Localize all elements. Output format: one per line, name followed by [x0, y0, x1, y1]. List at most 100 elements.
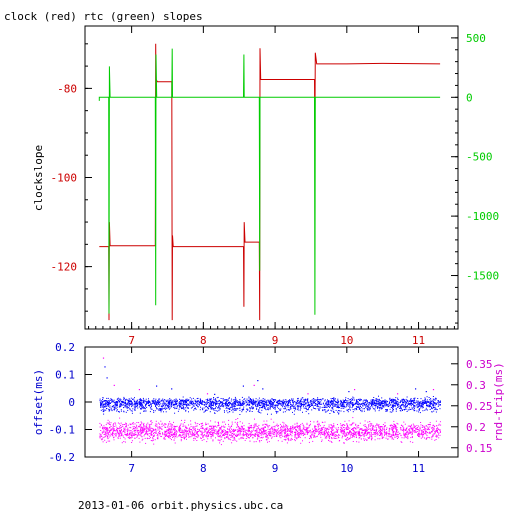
scatter-point	[306, 409, 308, 410]
scatter-point	[333, 425, 335, 426]
scatter-point	[395, 434, 396, 436]
scatter-point	[152, 428, 154, 430]
scatter-point	[318, 432, 320, 434]
scatter-point	[429, 432, 431, 434]
scatter-point	[295, 430, 297, 432]
scatter-point	[333, 404, 335, 406]
scatter-point	[174, 400, 176, 402]
scatter-point	[371, 405, 372, 406]
scatter-point	[293, 407, 295, 409]
scatter-point	[239, 400, 241, 402]
scatter-point	[266, 420, 268, 422]
scatter-point	[212, 408, 214, 409]
scatter-point	[255, 434, 257, 436]
scatter-point	[102, 405, 104, 407]
scatter-point	[133, 435, 135, 436]
scatter-point	[289, 430, 291, 432]
scatter-point	[107, 405, 109, 407]
scatter-point	[248, 404, 250, 406]
scatter-point	[343, 424, 345, 426]
scatter-point	[264, 433, 266, 435]
scatter-point	[332, 401, 334, 403]
scatter-point	[270, 435, 272, 437]
scatter-point	[136, 428, 138, 430]
scatter-point	[262, 400, 264, 402]
scatter-point	[316, 400, 318, 401]
scatter-point	[403, 434, 405, 436]
scatter-point	[285, 425, 287, 427]
scatter-point	[258, 440, 260, 442]
scatter-point	[414, 427, 416, 428]
scatter-point	[128, 401, 130, 403]
scatter-point	[151, 408, 153, 410]
scatter-point	[195, 431, 197, 433]
scatter-point	[378, 395, 379, 397]
scatter-point	[109, 399, 111, 401]
scatter-point	[376, 433, 378, 434]
scatter-point	[207, 427, 209, 429]
scatter-point	[426, 405, 428, 407]
scatter-point	[201, 400, 203, 402]
scatter-point	[375, 405, 377, 407]
scatter-point	[261, 428, 263, 430]
scatter-point	[160, 411, 162, 413]
scatter-point	[223, 434, 225, 436]
scatter-point	[155, 425, 157, 427]
scatter-point	[317, 404, 318, 406]
scatter-point	[421, 426, 423, 428]
scatter-point	[287, 403, 289, 405]
scatter-point	[160, 436, 162, 437]
scatter-point	[111, 399, 112, 401]
scatter-point	[270, 418, 272, 420]
scatter-point	[383, 405, 385, 407]
scatter-point	[106, 397, 108, 399]
scatter-point	[248, 399, 250, 401]
scatter-point	[331, 433, 333, 435]
scatter-point	[369, 403, 371, 404]
scatter-point	[182, 431, 184, 433]
scatter-point	[282, 406, 284, 408]
scatter-point	[196, 404, 198, 406]
scatter-point	[124, 441, 126, 443]
scatter-point	[112, 433, 113, 434]
scatter-point	[228, 425, 230, 427]
scatter-point	[383, 431, 385, 433]
slopes-left-ticks: -80-100-120	[51, 43, 92, 312]
scatter-point	[246, 436, 248, 438]
scatter-point	[351, 437, 353, 438]
scatter-point	[347, 405, 349, 407]
scatter-point	[356, 401, 358, 403]
scatter-point	[194, 433, 196, 435]
scatter-point	[130, 403, 132, 405]
scatter-point	[397, 403, 399, 405]
scatter-point	[288, 409, 290, 411]
scatter-point	[257, 401, 259, 403]
scatter-point	[354, 428, 356, 429]
scatter-point	[431, 438, 433, 440]
scatter-point	[327, 399, 328, 401]
scatter-point	[371, 434, 373, 436]
scatter-point	[145, 428, 147, 430]
scatter-point	[127, 407, 128, 409]
scatter-point	[267, 407, 269, 409]
scatter-point	[385, 401, 386, 403]
scatter-point	[396, 401, 398, 403]
scatter-point	[270, 399, 272, 401]
scatter-point	[331, 429, 333, 431]
scatter-point	[399, 432, 401, 434]
scatter-point	[244, 398, 246, 400]
scatter-point	[165, 430, 167, 432]
scatter-point	[438, 428, 439, 430]
scatter-point	[389, 436, 391, 438]
scatter-point	[183, 425, 185, 427]
scatter-point	[190, 407, 192, 409]
scatter-point	[165, 411, 167, 413]
scatter-point	[113, 405, 114, 407]
scatter-point	[331, 438, 333, 440]
scatter-point	[230, 439, 232, 441]
scatter-point	[321, 398, 323, 400]
scatter-point	[307, 431, 308, 433]
scatter-point	[203, 404, 205, 406]
scatter-point	[140, 407, 141, 409]
scatter-point	[397, 434, 399, 436]
